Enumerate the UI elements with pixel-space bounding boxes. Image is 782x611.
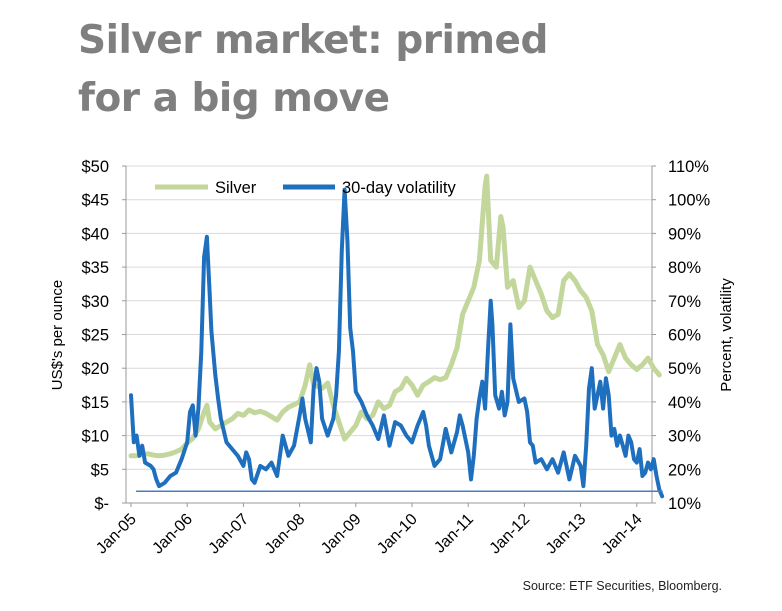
y2-tick-label: 80% (668, 259, 701, 277)
grid-lines (126, 165, 652, 470)
x-tick-label: Jan-14 (599, 511, 646, 558)
series-line-volatility (129, 187, 665, 499)
y-axis-label: US$'s per ounce (49, 280, 66, 390)
right-axis-tick-labels: 10% 20% 30% 40% 50% 60% 70% 80% 90% 100% 110% (668, 158, 711, 513)
x-tick-label: Jan-12 (487, 511, 534, 558)
y-tick-label: $10 (81, 428, 109, 446)
y2-tick-label: 30% (668, 428, 701, 446)
x-tick-label: Jan-07 (206, 511, 253, 558)
y-tick-label: $45 (81, 192, 109, 210)
y2-tick-label: 10% (668, 495, 701, 513)
y2-axis-label: Percent, volatility (718, 278, 735, 392)
y-tick-label: $30 (81, 293, 109, 311)
y-tick-label: $20 (81, 360, 109, 378)
y2-tick-label: 110% (668, 158, 709, 176)
series-line-silver (128, 173, 662, 459)
y-tick-label: $25 (81, 327, 109, 345)
x-tick-label: Jan-13 (543, 511, 590, 558)
axis-ticks (122, 165, 656, 507)
y-tick-label: $40 (81, 225, 109, 243)
y2-tick-label: 90% (668, 225, 701, 243)
x-axis-tick-labels: Jan-05 Jan-06 Jan-07 Jan-08 Jan-09 Jan-10 Jan-… (93, 511, 645, 558)
title-line-1: Silver market: primed (78, 18, 548, 63)
y2-tick-label: 50% (668, 360, 701, 378)
x-tick-label: Jan-08 (262, 511, 309, 558)
title-line-2: for a big move (78, 76, 390, 121)
legend-label-silver: Silver (215, 179, 257, 197)
x-tick-label: Jan-11 (431, 511, 477, 557)
chart-series (128, 173, 665, 499)
y2-tick-label: 100% (668, 192, 711, 210)
x-tick-label: Jan-05 (93, 511, 140, 558)
y2-tick-label: 40% (668, 394, 701, 412)
y-tick-label: $15 (81, 394, 109, 412)
x-tick-label: Jan-09 (318, 511, 365, 558)
y2-tick-label: 20% (668, 461, 701, 479)
y-tick-label: $- (94, 495, 109, 513)
legend: Silver 30-day volatility (155, 179, 456, 197)
chart-title: Silver market: primed for a big move (78, 12, 548, 128)
y2-tick-label: 60% (668, 327, 701, 345)
x-tick-label: Jan-10 (374, 511, 421, 558)
y-tick-label: $35 (81, 259, 109, 277)
left-axis-tick-labels: $- $5 $10 $15 $20 $25 $30 $35 $40 $45 $50 (81, 158, 109, 513)
source-note: Source: ETF Securities, Bloomberg. (522, 579, 722, 593)
x-tick-label: Jan-06 (149, 511, 196, 558)
legend-label-volatility: 30-day volatility (342, 179, 456, 197)
y-tick-label: $50 (81, 158, 109, 176)
y-tick-label: $5 (91, 461, 109, 479)
y2-tick-label: 70% (668, 293, 701, 311)
